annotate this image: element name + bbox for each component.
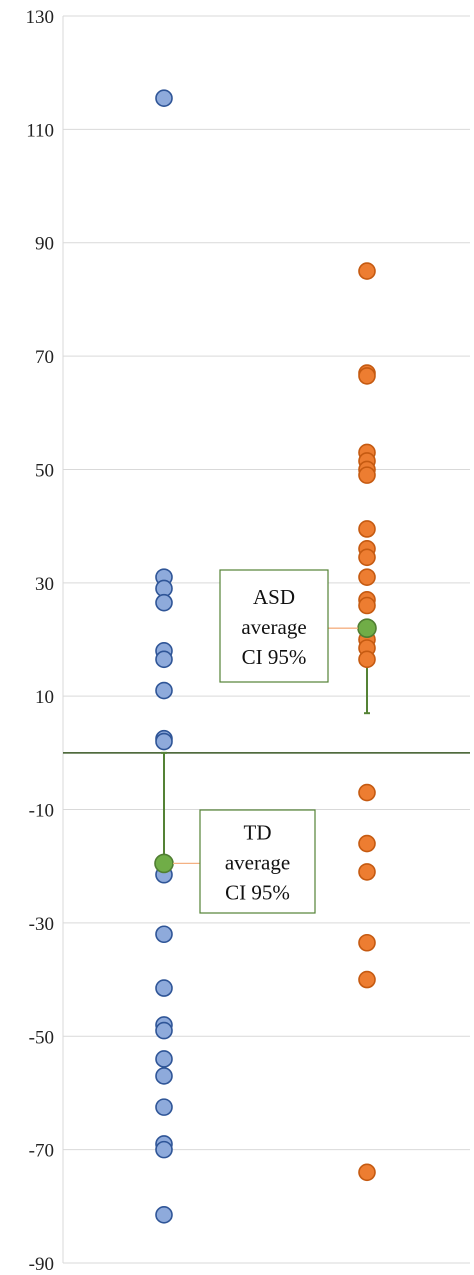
data-point <box>358 548 376 567</box>
data-point <box>155 593 173 612</box>
data-point <box>155 89 173 107</box>
data-point <box>358 568 376 586</box>
y-tick-label: 110 <box>26 120 54 141</box>
data-point <box>155 1050 173 1068</box>
data-point <box>155 925 173 944</box>
callout-text: CI 95% <box>225 881 290 905</box>
data-point <box>358 466 376 484</box>
mean-marker <box>357 618 377 638</box>
data-point <box>155 1098 173 1116</box>
y-tick-label: 10 <box>35 687 54 708</box>
data-point <box>358 834 376 853</box>
callout-text: TD <box>244 821 272 845</box>
y-tick-label: 30 <box>35 574 54 595</box>
data-point <box>358 262 376 280</box>
callouts: ASD average CI 95% TD average CI 95% <box>173 569 358 914</box>
data-point <box>358 1163 376 1182</box>
mean-marker <box>154 853 174 874</box>
data-point <box>358 520 376 538</box>
data-point <box>155 681 173 700</box>
y-tick-label: -10 <box>29 801 54 822</box>
callout-text: average <box>225 851 290 875</box>
y-tick-label: -70 <box>29 1141 54 1162</box>
data-point <box>155 1067 173 1085</box>
data-point <box>358 650 376 669</box>
y-tick-label: -30 <box>29 914 54 935</box>
data-point <box>358 863 376 881</box>
y-tick-label: 130 <box>26 7 55 28</box>
y-axis <box>62 16 470 1263</box>
callout-box <box>219 569 329 683</box>
data-point <box>358 970 376 989</box>
data-point <box>155 732 173 751</box>
data-point <box>155 1206 173 1224</box>
data-point <box>358 933 376 952</box>
y-tick-label: -50 <box>29 1027 54 1048</box>
data-point <box>358 367 376 385</box>
data-point <box>358 596 376 615</box>
data-point <box>155 1021 173 1040</box>
y-tick-labels: 130 110 90 70 50 30 10 -10 -30 -50 -70 -90 <box>26 7 55 1275</box>
data-point <box>155 979 173 997</box>
callout-text: ASD <box>253 585 295 609</box>
data-point <box>155 1140 173 1159</box>
y-tick-label: 70 <box>35 347 54 368</box>
y-tick-label: 90 <box>35 234 54 255</box>
mean-markers <box>154 618 377 874</box>
y-tick-label: 50 <box>35 460 54 481</box>
data-point <box>358 783 376 802</box>
data-point <box>155 650 173 669</box>
callout-text: CI 95% <box>242 645 307 669</box>
y-tick-label: -90 <box>29 1254 54 1275</box>
callout-text: average <box>241 615 306 639</box>
callout-box <box>199 809 316 914</box>
